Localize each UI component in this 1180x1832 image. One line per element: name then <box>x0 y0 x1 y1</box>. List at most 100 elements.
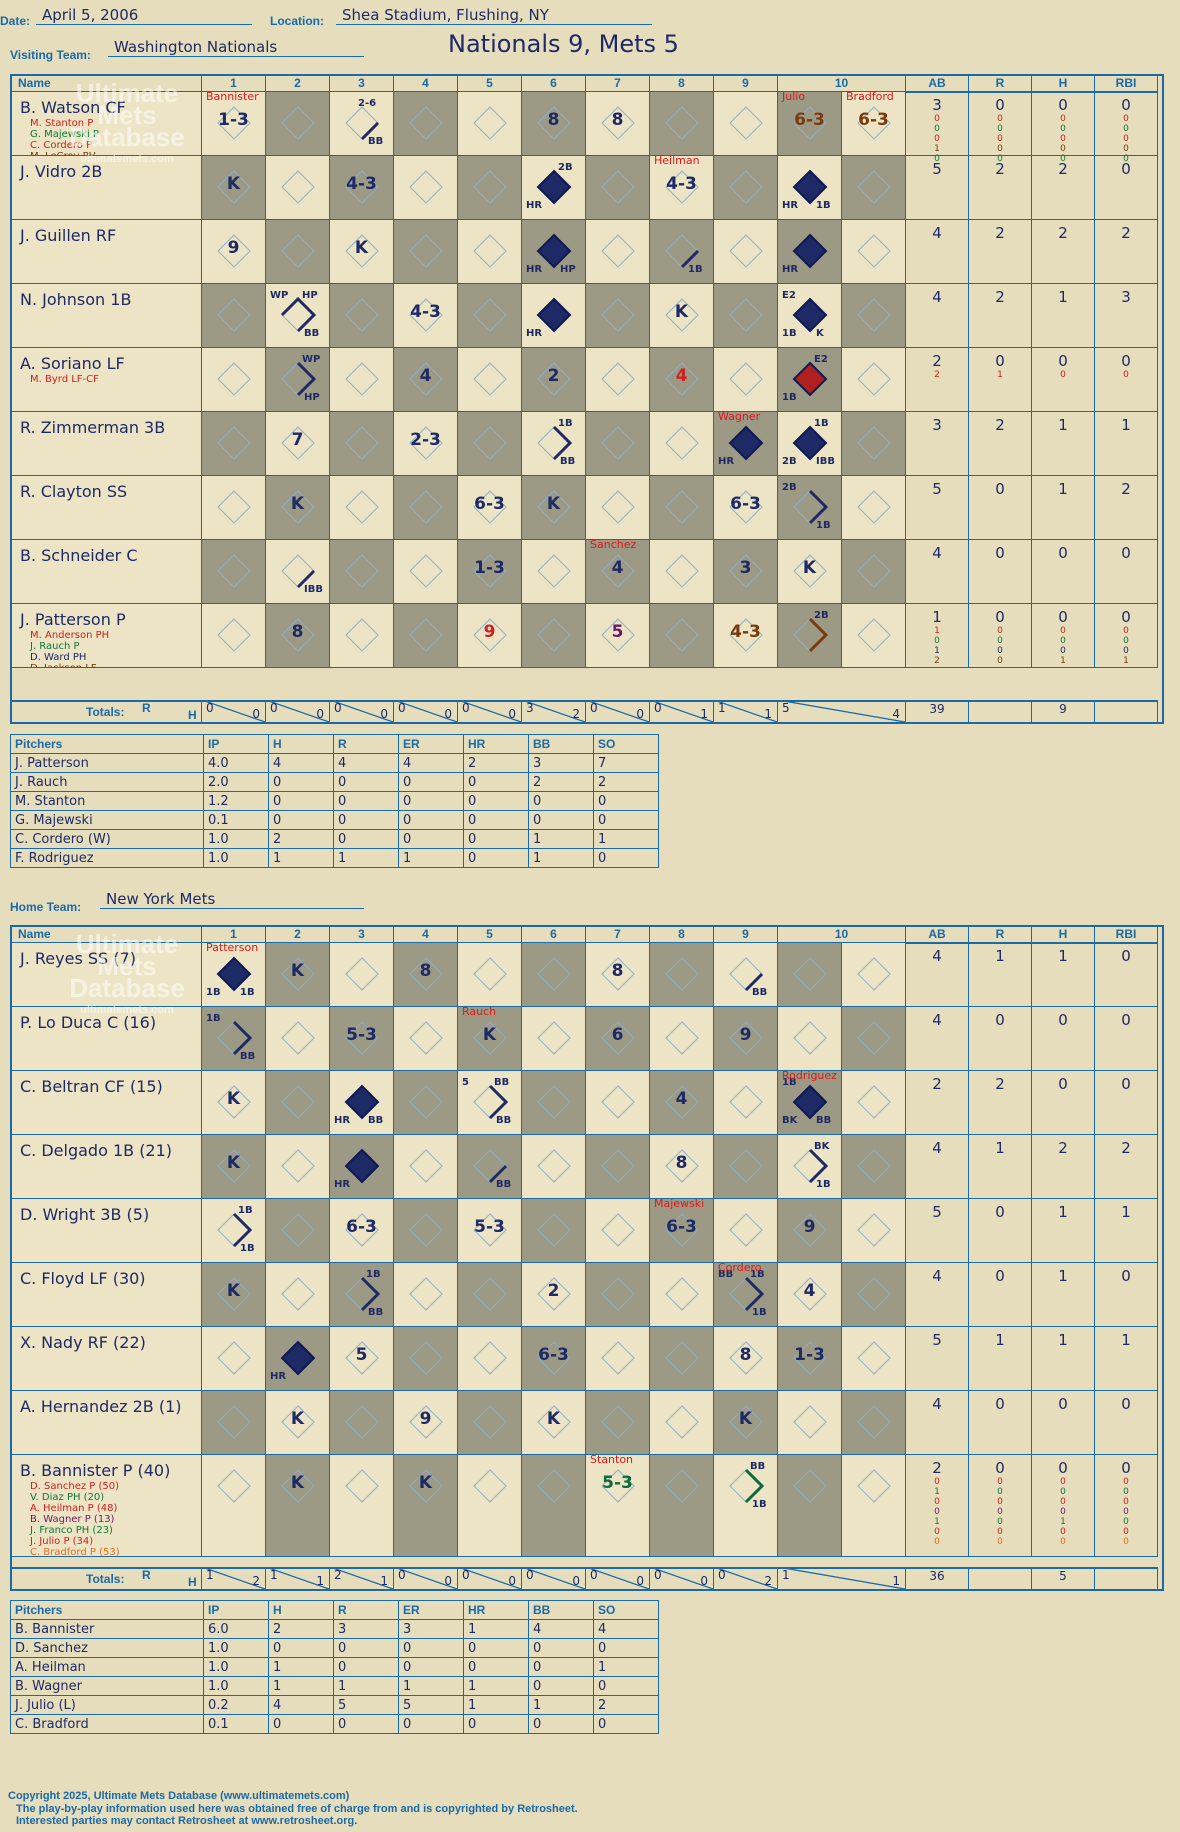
visitors-scoresheet: Name 1 2 3 4 5 6 7 8 9 10 AB R H RBI B. Watson CF M. Sta… <box>10 74 1164 724</box>
base-diamond <box>409 1469 443 1503</box>
at-bat-cell: 2 <box>522 348 586 412</box>
play-result: 4 <box>675 366 688 386</box>
substitute-stat: 0 <box>1123 144 1129 154</box>
stat-ab: 4 <box>906 540 969 604</box>
base-diamond <box>729 490 763 524</box>
batter-cell: B. Bannister P (40) D. Sanchez P (50) V. D… <box>12 1455 202 1557</box>
pitching-stat: 0 <box>333 829 399 849</box>
substitute-name: C. Cordero P <box>30 140 93 151</box>
at-bat-cell <box>586 156 650 220</box>
at-bat-cell <box>522 540 586 604</box>
base-diamond <box>281 234 315 268</box>
total-h: 5 <box>1032 1567 1095 1589</box>
play-result: 8 <box>547 110 560 130</box>
totals-text: Totals: <box>86 705 125 719</box>
substitute-stat: 0 <box>997 1497 1003 1507</box>
play-result: 6-3 <box>474 494 505 514</box>
base-diamond <box>217 1085 251 1119</box>
base-note: BK <box>782 1115 798 1126</box>
pitching-stat-header: IP <box>203 1600 269 1620</box>
at-bat-cell <box>586 1199 650 1263</box>
batter-cell: A. Hernandez 2B (1) <box>12 1391 202 1455</box>
pitching-stat: 2 <box>463 753 529 773</box>
pitcher-change-note: Heilman <box>654 154 700 167</box>
batter-name: B. Schneider C <box>20 546 138 565</box>
substitute-stat: 1 <box>1060 656 1066 666</box>
base-note: 1B <box>366 1269 381 1280</box>
pitching-stat: 0 <box>593 1638 659 1658</box>
location-value: Shea Stadium, Flushing, NY <box>336 6 652 25</box>
at-bat-cell: 9 <box>202 220 266 284</box>
home-team-label: Home Team: <box>10 900 82 914</box>
base-diamond <box>537 1149 571 1183</box>
base-diamond <box>601 1341 635 1375</box>
base-diamond <box>409 1021 443 1055</box>
run-scored-diamond <box>792 169 828 205</box>
inning-header-10: 10 <box>778 76 906 91</box>
play-result: K <box>418 1473 433 1493</box>
base-diamond <box>857 490 891 524</box>
batter-name: P. Lo Duca C (16) <box>20 1013 157 1032</box>
base-note: 2-6 <box>358 98 377 109</box>
batter-cell: P. Lo Duca C (16) <box>12 1007 202 1071</box>
basepath-line <box>744 1468 765 1504</box>
play-result: 8 <box>675 1153 688 1173</box>
at-bat-cell <box>394 1263 458 1327</box>
at-bat-cell <box>330 1455 394 1557</box>
basepath-line <box>280 296 317 333</box>
at-bat-cell <box>330 540 394 604</box>
base-diamond <box>665 1085 699 1119</box>
substitute-name: J. Franco PH (23) <box>30 1525 113 1536</box>
inning-hits: 1 <box>892 1574 900 1588</box>
visiting-team-label: Visiting Team: <box>10 48 91 62</box>
at-bat-cell <box>394 1071 458 1135</box>
substitute-name: D. Sanchez P (50) <box>30 1481 120 1492</box>
stat-ab: 5 <box>906 476 969 540</box>
base-diamond <box>601 1021 635 1055</box>
at-bat-cell: 6-3 Majewski <box>650 1197 714 1263</box>
pitching-stat: 0 <box>593 1676 659 1696</box>
base-diamond <box>473 1213 507 1247</box>
pitching-stat: 1 <box>398 1676 464 1696</box>
game-title: Nationals 9, Mets 5 <box>448 30 679 58</box>
at-bat-cell: K <box>778 540 842 604</box>
pitching-stat-header: SO <box>593 1600 659 1620</box>
stat-ab: 4 <box>906 943 969 1007</box>
base-diamond <box>857 1085 891 1119</box>
at-bat-cell <box>266 1071 330 1135</box>
base-diamond <box>537 554 571 588</box>
pitching-stat: 1.0 <box>203 848 269 868</box>
at-bat-cell <box>202 1391 266 1455</box>
play-result: 8 <box>419 961 432 981</box>
base-diamond <box>601 234 635 268</box>
base-diamond <box>409 1213 443 1247</box>
base-note: 1B <box>816 520 831 531</box>
stat-r: 0 <box>969 1007 1032 1071</box>
basepath-line <box>296 569 316 589</box>
inning-hits: 0 <box>636 707 644 721</box>
base-diamond <box>729 298 763 332</box>
play-result: 5-3 <box>474 1217 505 1237</box>
play-result: 8 <box>291 622 304 642</box>
at-bat-cell: 4 <box>650 348 714 412</box>
base-diamond <box>665 362 699 396</box>
at-bat-cell: 1-3 Bannister <box>202 90 266 156</box>
at-bat-cell <box>586 476 650 540</box>
pitching-stat: 4 <box>268 1695 334 1715</box>
substitute-stat: 0 <box>1060 1507 1066 1517</box>
base-note: 1B <box>782 392 797 403</box>
base-diamond <box>537 1341 571 1375</box>
at-bat-cell: 8 <box>522 92 586 156</box>
stat-header-rbi: RBI <box>1095 927 1158 942</box>
base-diamond <box>729 1085 763 1119</box>
at-bat-cell: 5-3 <box>330 1007 394 1071</box>
base-diamond <box>601 1149 635 1183</box>
play-result: 4 <box>675 1089 688 1109</box>
footer-contact: Interested parties may contact Retroshee… <box>16 1815 358 1827</box>
